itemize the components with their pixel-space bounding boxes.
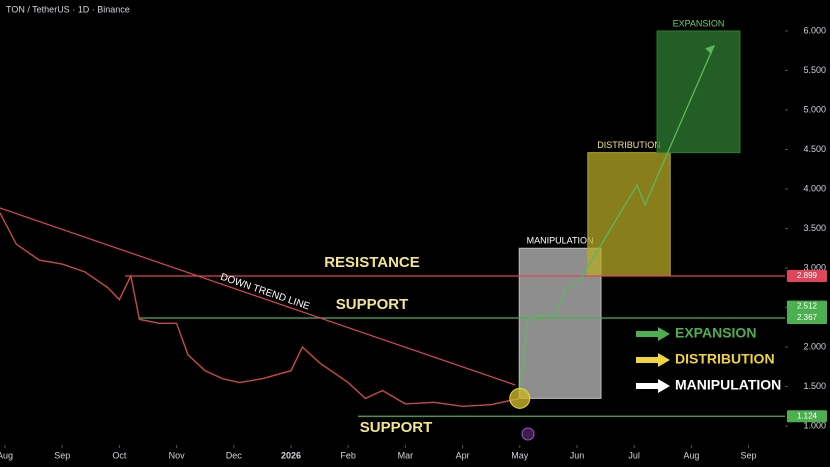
y-tick-label: 5.500 <box>803 65 826 75</box>
x-tick-label: Aug <box>0 450 13 460</box>
x-tick-label: Jun <box>570 450 585 460</box>
level-label: SUPPORT <box>360 419 433 436</box>
zone-label: DISTRIBUTION <box>597 140 661 150</box>
x-tick-label: Mar <box>398 450 414 460</box>
y-tick-label: 1.000 <box>803 420 826 430</box>
zone-box <box>656 30 741 154</box>
x-tick-label: Sep <box>54 450 70 460</box>
start-marker <box>509 387 531 409</box>
x-tick-label: Apr <box>456 450 470 460</box>
price-tag-label: 2.512 <box>797 302 818 311</box>
x-tick-label: Feb <box>340 450 356 460</box>
legend-arrow <box>636 353 670 367</box>
legend-label: EXPANSION <box>675 325 756 341</box>
y-tick-label: 4.000 <box>803 183 826 193</box>
x-tick-label: Sep <box>741 450 757 460</box>
legend-label: MANIPULATION <box>675 377 781 393</box>
x-tick-label: Nov <box>169 450 186 460</box>
level-label: SUPPORT <box>336 296 409 313</box>
legend-arrow <box>636 327 670 341</box>
price-tag-label: 1.124 <box>797 411 818 420</box>
y-tick-label: 5.000 <box>803 104 826 114</box>
price-tag <box>787 269 827 282</box>
price-tag <box>787 300 827 313</box>
price-tag <box>787 312 827 325</box>
legend-label: DISTRIBUTION <box>675 351 775 367</box>
arrow-head <box>705 45 715 55</box>
y-tick-label: 3.000 <box>803 262 826 272</box>
x-tick-label: Oct <box>112 450 127 460</box>
legend-arrow <box>636 379 670 393</box>
price-tag-label: 2.367 <box>797 313 818 322</box>
level-label: RESISTANCE <box>324 254 420 271</box>
zone-label: MANIPULATION <box>527 236 594 246</box>
x-tick-label: Jul <box>628 450 640 460</box>
projection-line <box>519 44 715 399</box>
price-tag-label: 2.899 <box>797 271 818 280</box>
chart-title: TON / TetherUS · 1D · Binance <box>6 4 130 14</box>
y-tick-label: 6.000 <box>803 25 826 35</box>
trend-line <box>0 207 516 386</box>
zone-label: EXPANSION <box>673 18 725 28</box>
price-tag <box>787 410 827 423</box>
x-tick-label: May <box>511 450 529 460</box>
x-tick-label: 2026 <box>281 450 301 460</box>
x-tick-label: Aug <box>683 450 699 460</box>
y-tick-label: 2.000 <box>803 341 826 351</box>
zone-box <box>587 152 671 277</box>
y-tick-label: 4.500 <box>803 144 826 154</box>
price-line <box>0 212 520 407</box>
y-tick-label: 3.500 <box>803 223 826 233</box>
event-icon <box>521 427 535 441</box>
y-tick-label: 1.500 <box>803 381 826 391</box>
x-tick-label: Dec <box>226 450 243 460</box>
